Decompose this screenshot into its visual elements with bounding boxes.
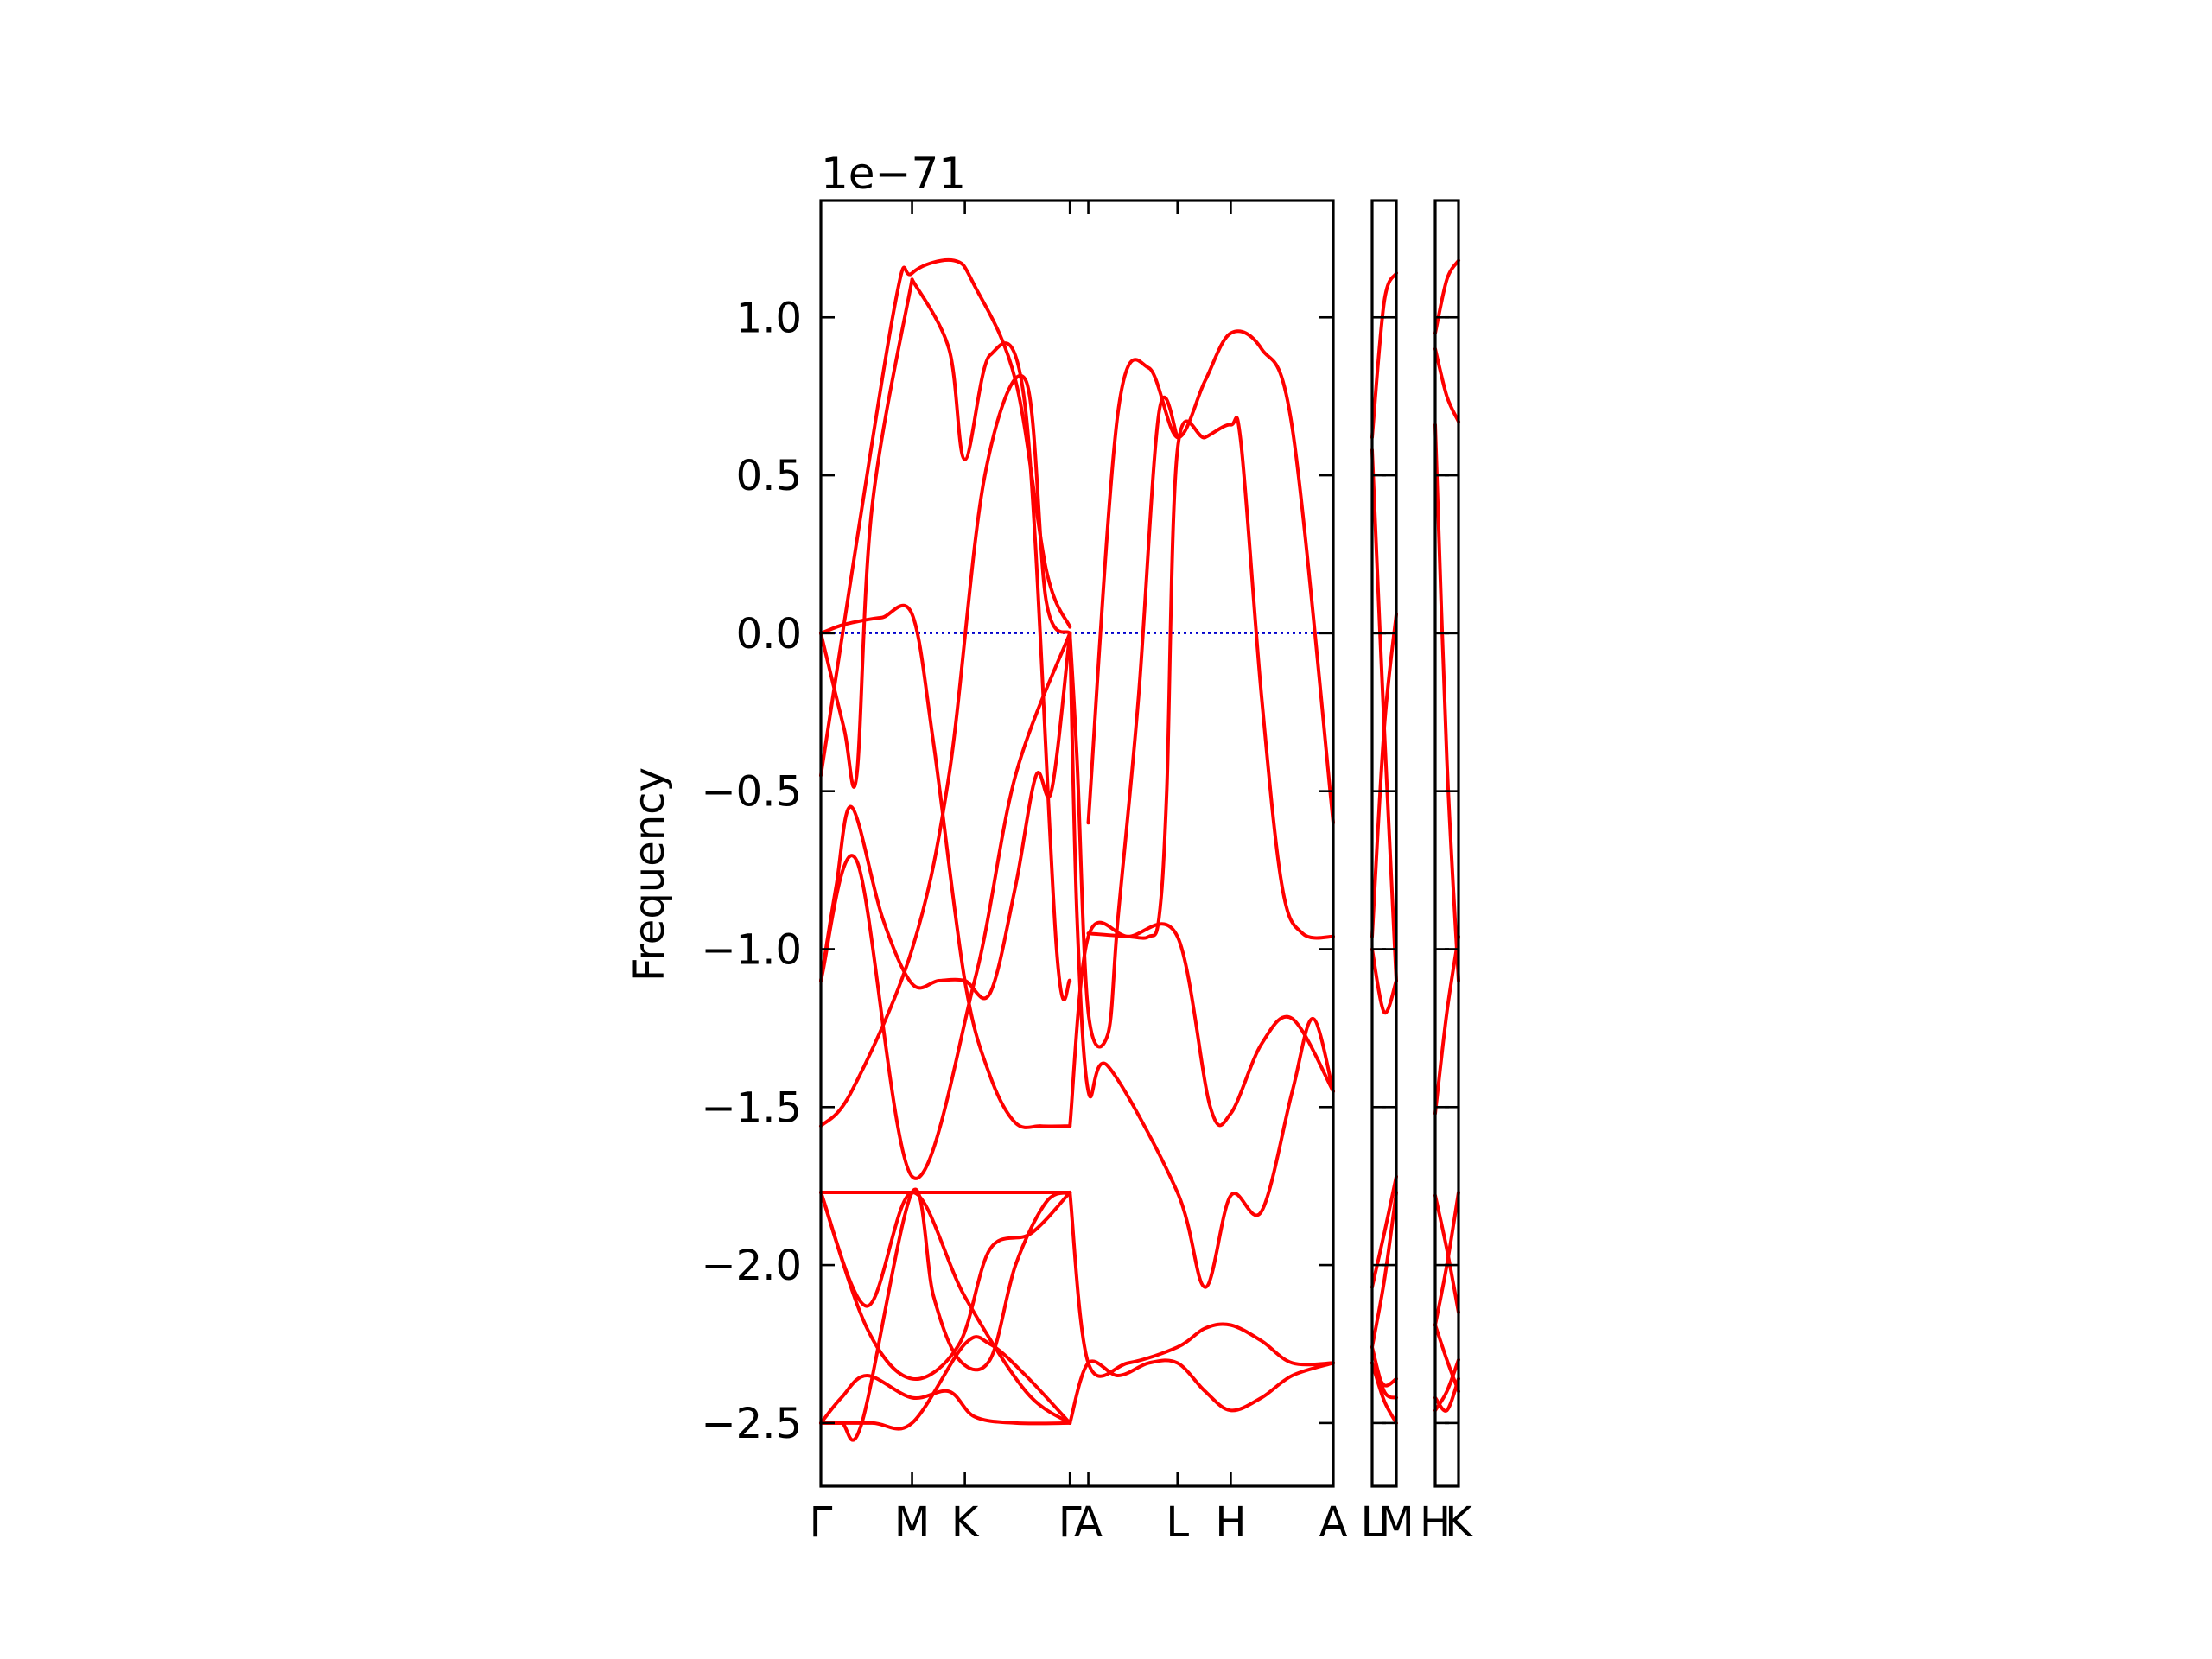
band-main-11 <box>819 1187 1072 1442</box>
band-H-K-1 <box>1433 258 1460 335</box>
x-tick-label: M <box>894 1498 930 1547</box>
band-main-2 <box>819 277 914 789</box>
band-main-17 <box>1068 631 1335 1289</box>
y-tick-label: −2.0 <box>701 1242 802 1290</box>
band-L-M-5 <box>1370 1174 1398 1289</box>
band-L-M-8 <box>1370 1361 1398 1425</box>
band-H-K-7 <box>1433 1357 1460 1413</box>
panel-frame <box>1370 199 1398 1488</box>
band-main-7 <box>819 1191 1072 1425</box>
band-main-8 <box>819 1191 1072 1381</box>
band-main-19 <box>1068 1191 1335 1378</box>
x-tick-label: Γ <box>810 1498 833 1547</box>
band-H-K-4 <box>1433 934 1460 1116</box>
band-main-13 <box>910 277 1072 1001</box>
x-tick-label: H <box>1420 1498 1451 1547</box>
band-main-10 <box>819 1374 1072 1426</box>
panel-L-M: LM <box>1361 199 1414 1547</box>
band-main-3 <box>819 631 1072 1001</box>
plot-panels: −2.5−2.0−1.5−1.0−0.50.00.51.0Γ M K ΓA L H A LM H… <box>701 199 1473 1547</box>
panel-main: −2.5−2.0−1.5−1.0−0.50.00.51.0Γ M K ΓA L H A <box>701 199 1348 1547</box>
band-L-M-9 <box>1370 1345 1398 1400</box>
y-tick-label: −1.5 <box>701 1084 802 1132</box>
y-tick-label: −1.0 <box>701 925 802 974</box>
panel-frame <box>1433 199 1460 1488</box>
band-main-5 <box>819 631 1072 1180</box>
x-tick-label: A <box>1074 1498 1103 1547</box>
x-tick-label: L <box>1166 1498 1189 1547</box>
y-tick-label: 0.5 <box>736 452 802 500</box>
band-main-20 <box>1068 1358 1335 1425</box>
panel-H-K: HK <box>1420 199 1473 1547</box>
x-tick-label: K <box>1445 1498 1473 1547</box>
band-L-M-1 <box>1370 271 1398 440</box>
band-H-K-5 <box>1433 1193 1460 1314</box>
y-tick-label: −0.5 <box>701 768 802 817</box>
band-main-9 <box>819 1335 1072 1431</box>
x-tick-label: M <box>1378 1498 1414 1547</box>
x-tick-label: Γ <box>1058 1498 1082 1547</box>
x-tick-label: K <box>951 1498 980 1547</box>
x-tick-label: A <box>1319 1498 1348 1547</box>
band-H-K-3 <box>1433 423 1460 982</box>
x-tick-label: H <box>1215 1498 1246 1547</box>
y-tick-label: −2.5 <box>701 1400 802 1448</box>
panel-frame <box>819 199 1335 1488</box>
band-main-15 <box>1086 329 1335 825</box>
band-L-M-6 <box>1370 1191 1398 1350</box>
band-L-M-4 <box>1370 947 1398 1015</box>
band-main-16 <box>1086 416 1335 940</box>
band-main-1 <box>819 603 1072 1129</box>
band-H-K-2 <box>1433 346 1460 423</box>
y-tick-label: 1.0 <box>736 294 802 342</box>
x-tick-label: L <box>1361 1498 1384 1547</box>
y-axis-label: Frequency <box>626 767 674 982</box>
band-H-K-9 <box>1433 1323 1460 1394</box>
band-main-12 <box>819 257 1072 778</box>
band-L-M-3 <box>1370 612 1398 938</box>
offset-text: 1e−71 <box>821 149 966 199</box>
y-tick-label: 0.0 <box>736 610 802 658</box>
band-main-18 <box>1068 920 1335 1128</box>
band-main-14 <box>1068 395 1179 1049</box>
